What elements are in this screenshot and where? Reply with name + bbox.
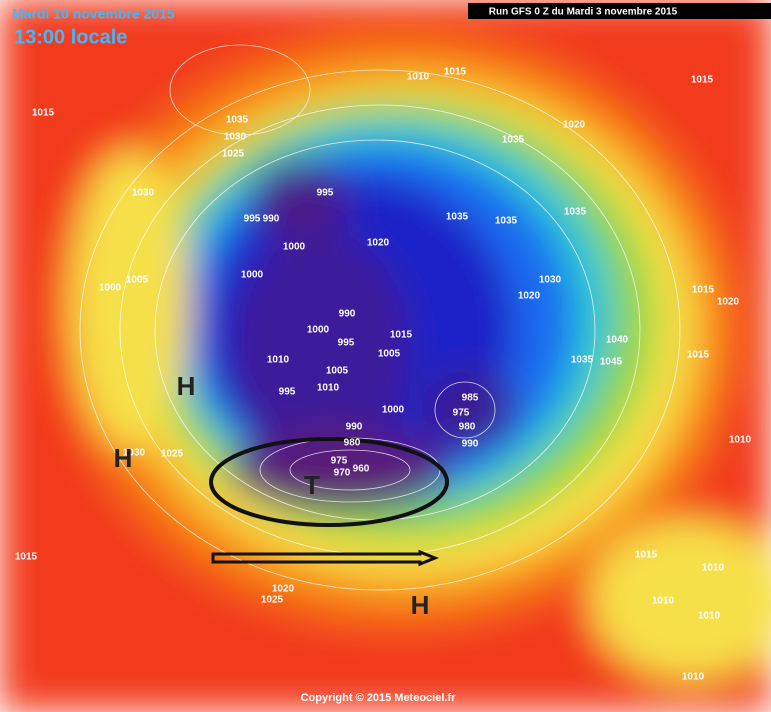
isobar-label: 1005 <box>126 275 149 286</box>
isobar-label: 1035 <box>502 135 525 146</box>
isobar-label: 1030 <box>539 275 562 286</box>
isobar-label: 990 <box>263 214 280 225</box>
isobar-label: 1010 <box>702 563 725 574</box>
isobar-label: 1000 <box>99 283 122 294</box>
isobar-label: 1020 <box>563 120 586 131</box>
isobar-label: 1005 <box>378 349 401 360</box>
isobar-label: 1000 <box>241 270 264 281</box>
isobar-label: 1000 <box>307 325 330 336</box>
arrow <box>211 549 440 567</box>
isobar-label: 1010 <box>682 672 705 683</box>
isobar-label: 1010 <box>317 383 340 394</box>
isobar-label: 1040 <box>606 335 629 346</box>
isobar-label: 960 <box>353 464 370 475</box>
isobar-label: 1010 <box>407 72 430 83</box>
isobar-label: 1035 <box>495 216 518 227</box>
isobar-label: 1030 <box>123 448 146 459</box>
isobar-label: 1020 <box>717 297 740 308</box>
time: 13:00 locale <box>14 26 127 48</box>
run-box <box>468 3 771 19</box>
copyright: Copyright © 2015 Meteociel.fr <box>301 692 457 704</box>
isobar-label: 1010 <box>652 596 675 607</box>
isobar-label: 995 <box>317 188 334 199</box>
isobar-label: 980 <box>459 422 476 433</box>
isobar-label: 985 <box>462 393 479 404</box>
isobar-label: 1000 <box>283 242 306 253</box>
isobar-label: 990 <box>462 439 479 450</box>
isobar-label: 995 <box>279 387 296 398</box>
isobar-label: 975 <box>331 456 348 467</box>
isobar-label: 1030 <box>224 132 247 143</box>
isobar-label: 1000 <box>382 405 405 416</box>
isobar-label: 1015 <box>635 550 658 561</box>
run-info: Run GFS 0 Z du Mardi 3 novembre 2015 <box>489 7 678 18</box>
isobar-label: 1015 <box>15 552 38 563</box>
isobar-label: 1045 <box>600 357 623 368</box>
isobar-label: 1025 <box>222 149 245 160</box>
isobar-label: 1030 <box>132 188 155 199</box>
isobar-label: 1020 <box>272 584 295 595</box>
isobar-label: 1015 <box>687 350 710 361</box>
isobar-label: 995 <box>244 214 261 225</box>
isobar-label: 1035 <box>446 212 469 223</box>
isobar-label: 1010 <box>698 611 721 622</box>
isobar-label: 1010 <box>729 435 752 446</box>
isobar-label: 1025 <box>261 595 284 606</box>
isobar-label: 1020 <box>367 238 390 249</box>
isobar-label: 1015 <box>390 330 413 341</box>
pressure-system: H <box>177 371 196 401</box>
isobar-label: 1015 <box>691 75 714 86</box>
isobar-label: 980 <box>344 438 361 449</box>
isobar-label: 1035 <box>571 355 594 366</box>
isobar-label: 1025 <box>161 449 184 460</box>
isobar-label: 1015 <box>444 67 467 78</box>
pressure-system: T <box>304 470 320 500</box>
isobar-label: 1035 <box>226 115 249 126</box>
isobar-label: 990 <box>346 422 363 433</box>
isobar-label: 1005 <box>326 366 349 377</box>
isobar-label: 1035 <box>564 207 587 218</box>
date: Mardi 10 novembre 2015 <box>12 6 175 22</box>
isobar-label: 975 <box>453 408 470 419</box>
isobar-label: 1010 <box>267 355 290 366</box>
isobar-label: 990 <box>339 309 356 320</box>
isobar-label: 1015 <box>692 285 715 296</box>
pressure-system: H <box>114 443 133 473</box>
isobar-label: 1020 <box>518 291 541 302</box>
isobar-label: 970 <box>334 468 351 479</box>
pressure-system: H <box>411 590 430 620</box>
low-highlight <box>209 437 449 527</box>
isobar-label: 1015 <box>32 108 55 119</box>
isobar-label: 995 <box>338 338 355 349</box>
